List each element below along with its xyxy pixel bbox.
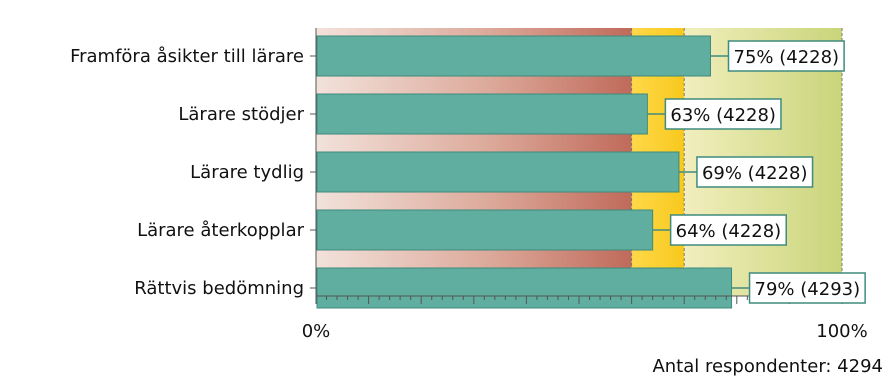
category-label: Lärare stödjer (178, 104, 304, 125)
x-axis: 0% 100% (302, 28, 868, 342)
category-label: Lärare återkopplar (137, 220, 305, 241)
x-tick-label: 100% (816, 321, 867, 342)
value-label: 79% (4293) (755, 279, 861, 300)
value-label-box (669, 214, 787, 246)
x-tick-label: 0% (302, 321, 331, 342)
category-label: Framföra åsikter till lärare (70, 46, 304, 67)
bar (316, 267, 733, 309)
bar (316, 35, 711, 77)
value-labels: 75% (4228) 63% (4228) 69% (4228) 64% (4228)… (647, 40, 866, 304)
value-label-box (696, 156, 814, 188)
respondents-count: Antal respondenter: 4294 (652, 356, 883, 377)
bar (316, 209, 654, 251)
bar (316, 93, 648, 135)
bar (316, 151, 680, 193)
value-label-box (664, 98, 782, 130)
value-label: 64% (4228) (676, 221, 782, 242)
category-label: Rättvis bedömning (134, 278, 304, 299)
value-label-box (748, 272, 866, 304)
value-label: 69% (4228) (702, 163, 808, 184)
category-labels: Framföra åsikter till lärare Lärare stödj… (70, 46, 316, 299)
category-label: Lärare tydlig (190, 162, 304, 183)
value-label: 75% (4228) (734, 47, 840, 68)
value-label-box (727, 40, 845, 72)
value-label: 63% (4228) (670, 105, 776, 126)
